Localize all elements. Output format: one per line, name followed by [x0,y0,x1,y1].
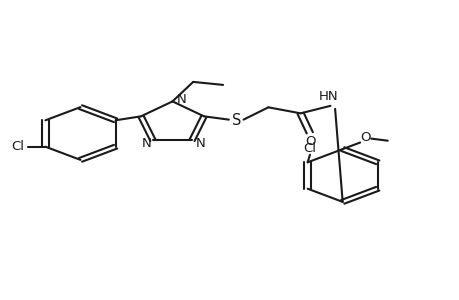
Text: Cl: Cl [12,140,25,153]
Text: N: N [141,137,151,150]
Text: S: S [231,113,241,128]
Text: N: N [176,93,186,106]
Text: Cl: Cl [303,142,316,155]
Text: O: O [360,130,370,144]
Text: HN: HN [318,90,337,103]
Text: O: O [305,135,315,148]
Text: N: N [195,137,205,150]
